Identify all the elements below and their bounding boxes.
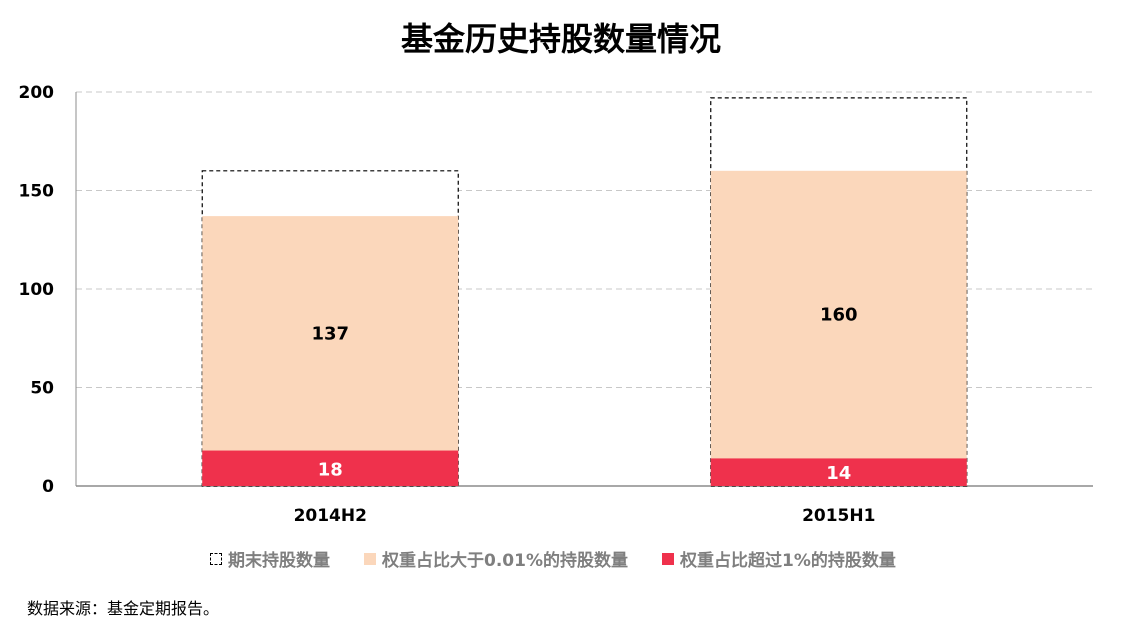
y-tick-label: 0 bbox=[42, 477, 54, 497]
y-tick-label: 50 bbox=[30, 379, 54, 399]
legend-item-total: 期末持股数量 bbox=[210, 546, 330, 571]
bar-weight-1-2015H1 bbox=[710, 458, 967, 486]
legend-label-weight-1: 权重占比超过1%的持股数量 bbox=[679, 551, 896, 571]
x-tick-label: 2015H1 bbox=[802, 506, 875, 526]
bar-weight-1-2014H2 bbox=[202, 450, 459, 486]
data-label-low: 18 bbox=[318, 459, 343, 480]
y-tick-label: 150 bbox=[19, 182, 55, 202]
legend-item-weight-1: 权重占比超过1%的持股数量 bbox=[661, 546, 896, 571]
bar-weight-001-2014H2 bbox=[202, 216, 459, 487]
legend-swatch-weight-1 bbox=[661, 552, 674, 565]
y-tick-label: 100 bbox=[19, 280, 55, 300]
legend-label-weight-001: 权重占比大于0.01%的持股数量 bbox=[382, 551, 628, 571]
data-label-mid: 160 bbox=[820, 305, 858, 326]
bar-weight-001-2015H1 bbox=[710, 170, 967, 487]
legend-swatch-total bbox=[210, 552, 222, 565]
x-tick-label: 2014H2 bbox=[294, 506, 367, 526]
y-tick-label: 200 bbox=[19, 83, 55, 103]
legend-swatch-weight-001 bbox=[364, 552, 376, 565]
data-label-low: 14 bbox=[826, 463, 851, 484]
legend-item-weight-001: 权重占比大于0.01%的持股数量 bbox=[364, 546, 628, 571]
source-note: 数据来源：基金定期报告。 bbox=[27, 599, 220, 618]
chart-title: 基金历史持股数量情况 bbox=[400, 20, 721, 58]
data-label-mid: 137 bbox=[311, 323, 349, 344]
legend-label-total: 期末持股数量 bbox=[228, 551, 330, 571]
legend: 期末持股数量 权重占比大于0.01%的持股数量 权重占比超过1%的持股数量 bbox=[210, 546, 930, 571]
